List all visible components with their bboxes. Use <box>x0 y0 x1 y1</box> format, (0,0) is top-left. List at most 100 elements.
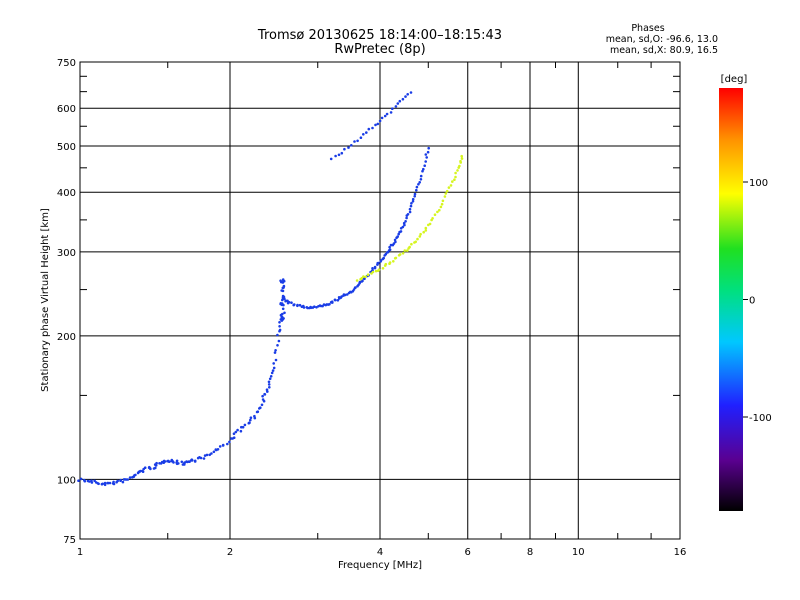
o-trace-high-point <box>401 97 405 101</box>
x-axis-label: Frequency [MHz] <box>338 560 422 571</box>
o-trace-low-point <box>172 461 175 464</box>
o-trace-f2-point <box>404 220 407 223</box>
o-trace-f2-point <box>371 267 374 270</box>
o-trace-low-point <box>121 480 125 484</box>
x-trace-point <box>444 192 448 195</box>
colorbar-tick-label: 100 <box>749 178 768 189</box>
o-trace-low-point <box>185 460 188 463</box>
o-spike-point <box>281 281 285 284</box>
o-trace-low-point <box>83 479 87 483</box>
o-trace-f2-point <box>388 245 391 249</box>
o-trace-f2-point <box>408 207 412 211</box>
x-tick-labels: 1 2 4 6 8 10 16 <box>77 547 687 558</box>
x-trace-point <box>459 159 462 163</box>
o-trace-f2-point <box>425 156 429 159</box>
o-trace-low-point <box>139 469 142 473</box>
colorbar-label: [deg] <box>721 74 748 85</box>
x-trace-point <box>419 232 422 236</box>
o-trace-low-point <box>216 448 220 451</box>
o-trace-low-point <box>210 452 213 455</box>
o-trace-low-point <box>263 393 267 396</box>
o-trace-f2-point <box>346 293 349 296</box>
o-trace-low-point <box>134 473 137 477</box>
o-trace-low-point <box>221 443 225 447</box>
phase-colorbar <box>719 88 743 511</box>
o-trace-high-point <box>362 133 365 136</box>
o-trace-high-point <box>343 147 346 151</box>
o-trace-f2-point <box>406 213 410 216</box>
o-trace-low-point <box>101 482 104 486</box>
x-trace-point <box>362 275 365 278</box>
x-trace-point <box>433 213 437 216</box>
x-trace-point <box>454 171 457 175</box>
x-trace-point <box>449 184 453 187</box>
x-trace-point <box>443 195 447 198</box>
o-trace-f2-point <box>423 164 427 167</box>
colorbar-tick-label: -100 <box>749 413 772 424</box>
x-trace-point <box>428 222 432 226</box>
o-trace-low-point <box>90 481 94 484</box>
o-trace-high-point <box>340 151 344 155</box>
x-trace-point <box>414 240 418 244</box>
o-trace-low-point <box>202 457 206 460</box>
o-trace-f2-point <box>382 256 386 260</box>
o-trace-low-point <box>268 377 272 381</box>
o-trace-low-point <box>126 478 130 481</box>
x-trace-point <box>460 154 464 158</box>
grid-lines <box>80 62 680 539</box>
x-trace-point <box>371 270 375 274</box>
o-trace-high-point <box>337 153 341 157</box>
x-trace-point <box>355 279 359 282</box>
o-trace-f2-point <box>336 299 340 302</box>
o-trace-low-point <box>88 480 91 483</box>
o-trace-high-point <box>396 102 400 105</box>
o-trace-low-point <box>243 423 247 427</box>
o-trace-high-point <box>398 99 402 103</box>
o-spike-point <box>283 311 286 315</box>
o-trace-f2-point <box>411 197 415 201</box>
o-trace-f2-point <box>410 202 413 205</box>
o-spike-point <box>282 284 286 288</box>
o-trace-f2-point <box>409 204 413 208</box>
y-tick-label: 400 <box>57 188 76 199</box>
o-trace-f2-point <box>377 261 380 265</box>
o-trace-high-point <box>367 127 371 131</box>
x-trace-point <box>408 245 411 249</box>
x-trace-point <box>388 261 392 264</box>
o-trace-f2-point <box>399 230 403 233</box>
o-trace-low-point <box>249 418 252 422</box>
x-trace-point <box>445 189 449 193</box>
o-spike-point <box>281 298 284 302</box>
x-trace-point <box>451 180 454 183</box>
o-trace-low-point <box>128 476 132 479</box>
o-trace-f2-point <box>394 240 397 244</box>
o-trace-low-point <box>240 425 243 429</box>
x-trace-point <box>364 275 368 279</box>
o-trace-low-point <box>96 482 100 485</box>
o-spike-point <box>281 317 284 320</box>
y-axis-label: Stationary phase Virtual Height [km] <box>40 208 51 392</box>
o-trace-low-point <box>226 442 229 446</box>
o-trace-low-point <box>175 459 179 463</box>
data-points <box>77 91 464 487</box>
o-trace-low-point <box>112 482 116 486</box>
x-trace-point <box>422 230 426 234</box>
o-trace-low-point <box>190 458 194 462</box>
o-trace-low-point <box>274 358 278 362</box>
phases-title: Phases <box>631 23 664 34</box>
x-trace-point <box>454 175 457 179</box>
o-trace-f2-point <box>328 303 331 306</box>
o-trace-f2-point <box>333 298 337 302</box>
phases-o-stats: mean, sd,O: -96.6, 13.0 <box>606 34 718 45</box>
o-trace-f2-point <box>298 303 302 307</box>
o-trace-f2-point <box>424 160 428 163</box>
o-trace-f2-point <box>426 150 430 154</box>
o-trace-f2-point <box>331 301 334 304</box>
o-trace-low-point <box>248 421 251 425</box>
x-trace-point <box>456 169 459 172</box>
o-trace-high-point <box>365 131 368 134</box>
colorbar-ticks: 100 0 -100 <box>743 178 772 424</box>
o-trace-high-point <box>329 157 333 161</box>
x-trace-point <box>398 253 402 256</box>
x-trace-point <box>381 267 385 270</box>
